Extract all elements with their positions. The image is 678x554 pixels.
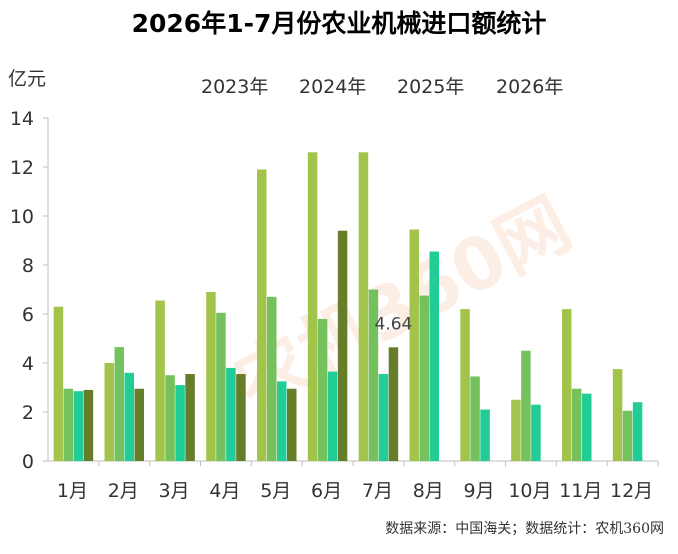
bar-2025年-2月: [124, 372, 134, 461]
legend-item-2026: 2026年: [496, 76, 564, 98]
y-tick-label: 0: [22, 451, 34, 473]
bar-2024年-10月: [521, 350, 531, 461]
bar-2023年-9月: [460, 309, 470, 461]
bar-2025年-7月: [378, 374, 389, 461]
x-tick-label: 4月: [209, 480, 240, 502]
bar-2024年-9月: [470, 376, 480, 461]
bar-2026年-2月: [134, 388, 144, 461]
bar-2024年-4月: [216, 312, 226, 461]
bar-2023年-4月: [206, 291, 216, 461]
bar-2024年-5月: [267, 296, 277, 461]
x-tick-label: 7月: [362, 480, 393, 502]
bar-2024年-12月: [622, 410, 633, 461]
x-tick-label: 6月: [311, 480, 342, 502]
bar-2025年-10月: [531, 404, 541, 461]
bar-2025年-11月: [582, 393, 592, 461]
bar-2026年-1月: [83, 389, 94, 461]
legend-item-2023: 2023年: [201, 76, 269, 98]
data-label: 4.64: [374, 314, 412, 334]
bar-2024年-3月: [165, 375, 175, 461]
bar-2025年-9月: [480, 409, 490, 461]
bar-2025年-1月: [73, 391, 84, 461]
bar-2025年-5月: [277, 381, 287, 461]
y-tick-label: 6: [22, 304, 34, 326]
x-tick-label: 8月: [413, 480, 444, 502]
bar-2023年-12月: [612, 369, 623, 461]
bar-2025年-3月: [175, 385, 185, 461]
x-tick-label: 11月: [559, 480, 602, 502]
y-axis-unit-label: 亿元: [8, 68, 47, 90]
x-tick-label: 5月: [260, 480, 291, 502]
x-tick-label: 9月: [464, 480, 495, 502]
x-tick-label: 10月: [508, 480, 551, 502]
y-tick-label: 14: [10, 108, 34, 130]
bar-2023年-10月: [511, 399, 521, 461]
bar-2023年-2月: [104, 363, 114, 461]
bar-2025年-6月: [327, 371, 338, 461]
bar-2023年-3月: [155, 300, 165, 461]
x-tick-label: 12月: [610, 480, 653, 502]
y-tick-label: 10: [10, 206, 34, 228]
source-note: 数据来源：中国海关；数据统计：农机360网: [385, 521, 664, 537]
y-tick-label: 2: [22, 402, 34, 424]
bar-2023年-6月: [307, 152, 318, 462]
bar-2025年-12月: [632, 402, 643, 461]
bar-2024年-7月: [368, 289, 379, 461]
legend-item-2024: 2024年: [299, 76, 367, 98]
y-tick-label: 12: [10, 157, 34, 179]
bar-2026年-6月: [337, 230, 348, 461]
bar-2023年-1月: [53, 306, 64, 461]
x-tick-label: 1月: [57, 480, 88, 502]
chart-title: 2026年1-7月份农业机械进口额统计: [131, 9, 547, 38]
y-tick-label: 4: [22, 353, 34, 375]
bar-2025年-4月: [226, 367, 236, 461]
bar-2024年-6月: [317, 318, 328, 461]
bar-2026年-4月: [236, 374, 246, 461]
legend-item-2025: 2025年: [397, 76, 465, 98]
x-tick-label: 3月: [159, 480, 190, 502]
x-tick-label: 2月: [108, 480, 139, 502]
bar-2026年-7月: [388, 347, 399, 461]
bar-2023年-11月: [562, 309, 572, 461]
bar-2026年-3月: [185, 374, 195, 461]
bar-2026年-5月: [287, 388, 297, 461]
bar-2024年-11月: [572, 388, 582, 461]
bar-2025年-8月: [429, 251, 439, 461]
bar-2024年-1月: [63, 388, 74, 461]
bar-2024年-2月: [114, 347, 124, 461]
bar-2023年-5月: [257, 169, 267, 461]
bar-2024年-8月: [419, 295, 429, 461]
bar-2023年-7月: [358, 152, 369, 462]
y-tick-label: 8: [22, 255, 34, 277]
bar-2023年-8月: [409, 229, 419, 461]
